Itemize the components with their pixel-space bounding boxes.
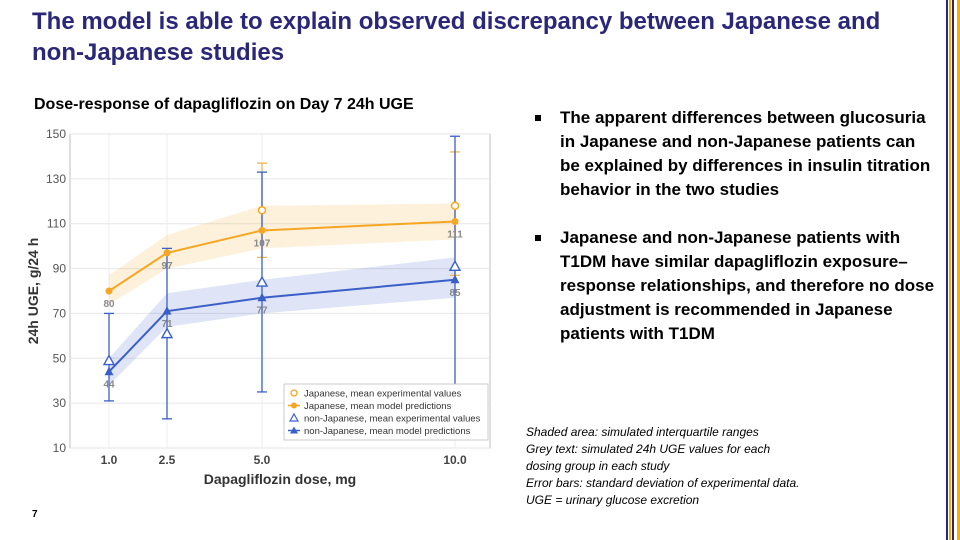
legend-label: non-Japanese, mean model predictions xyxy=(304,426,471,437)
japanese-model-point xyxy=(258,226,266,234)
y-tick-label: 10 xyxy=(53,441,67,455)
non-japanese-value-label: 85 xyxy=(449,288,461,299)
legend-marker xyxy=(288,412,300,422)
non-japanese-value-label: 77 xyxy=(256,306,268,317)
x-tick-label: 2.5 xyxy=(159,453,176,467)
japanese-experimental-point xyxy=(450,201,460,211)
chart-title: Dose-response of dapagliflozin on Day 7 … xyxy=(34,96,414,113)
bullet-marker-icon xyxy=(535,115,541,121)
decorative-edge-stripe xyxy=(957,0,960,540)
japanese-model-point xyxy=(105,287,113,295)
legend-label: Japanese, mean model predictions xyxy=(304,401,452,412)
non-japanese-model-point xyxy=(104,366,114,376)
decorative-border-stripes xyxy=(946,0,954,540)
non-japanese-model-point xyxy=(162,306,172,315)
slide-title: The model is able to explain observed di… xyxy=(32,8,881,66)
non-japanese-model-point xyxy=(450,274,460,284)
x-tick-label: 5.0 xyxy=(254,453,271,467)
y-tick-label: 70 xyxy=(53,306,67,320)
non-japanese-experimental-point xyxy=(102,354,116,366)
y-axis-label: 24h UGE, g/24 h xyxy=(25,238,41,345)
non-japanese-model-point xyxy=(257,292,267,302)
y-tick-label: 50 xyxy=(53,351,67,365)
japanese-iqr-band xyxy=(109,203,455,305)
japanese-value-label: 107 xyxy=(254,238,271,249)
footnotes: Shaded area: simulated interquartile ran… xyxy=(526,424,799,509)
bullet-list: The apparent differences between glucosu… xyxy=(533,106,938,370)
y-tick-label: 130 xyxy=(46,172,66,186)
footnote-line: Shaded area: simulated interquartile ran… xyxy=(526,425,759,439)
japanese-model-line xyxy=(108,220,456,292)
non-japanese-experimental-point xyxy=(448,259,462,272)
japanese-model-point xyxy=(451,217,459,225)
y-tick-label: 30 xyxy=(53,396,67,410)
footnote-line: Error bars: standard deviation of experi… xyxy=(526,476,800,490)
bullet-item: Japanese and non-Japanese patients with … xyxy=(533,226,938,346)
dose-response-chart: 10 30 50 70 90 110 130 150 1.0 2.5 5.0 10.0 Dapaglif… xyxy=(25,127,491,487)
non-japanese-value-label: 71 xyxy=(161,319,173,330)
y-tick-label: 90 xyxy=(53,262,67,276)
legend-label: non-Japanese, mean experimental values xyxy=(304,414,481,425)
japanese-model-point xyxy=(163,249,171,257)
legend-label: Japanese, mean experimental values xyxy=(304,389,462,400)
non-japanese-value-label: 44 xyxy=(103,380,115,391)
japanese-experimental-point xyxy=(257,206,267,215)
bullet-marker-icon xyxy=(535,235,541,241)
footnote-line: UGE = urinary glucose excretion xyxy=(526,493,700,507)
x-axis-label: Dapagliflozin dose, mg xyxy=(204,471,356,487)
legend-box xyxy=(283,383,489,441)
footnote-line: dosing group in each study xyxy=(526,459,670,473)
non-japanese-model-line xyxy=(108,278,456,373)
legend-marker xyxy=(290,426,298,434)
japanese-value-label: 97 xyxy=(161,261,173,272)
non-japanese-experimental-point xyxy=(255,275,269,287)
non-japanese-iqr-band xyxy=(109,257,455,386)
bullet-item: The apparent differences between glucosu… xyxy=(533,106,938,202)
y-tick-label: 150 xyxy=(46,127,66,141)
y-tick-label: 110 xyxy=(47,217,66,231)
footnote-line: Grey text: simulated 24h UGE values for … xyxy=(526,442,771,456)
japanese-value-label: 80 xyxy=(103,299,115,310)
legend-marker xyxy=(290,389,298,397)
non-japanese-experimental-point xyxy=(160,327,174,339)
x-tick-label: 10.0 xyxy=(443,453,467,467)
legend-marker xyxy=(291,402,297,409)
bullet-text: Japanese and non-Japanese patients with … xyxy=(560,228,935,343)
page-number: 7 xyxy=(32,509,38,520)
japanese-value-label: 111 xyxy=(447,229,463,240)
bullet-text: The apparent differences between glucosu… xyxy=(560,108,931,199)
x-tick-label: 1.0 xyxy=(101,453,118,467)
